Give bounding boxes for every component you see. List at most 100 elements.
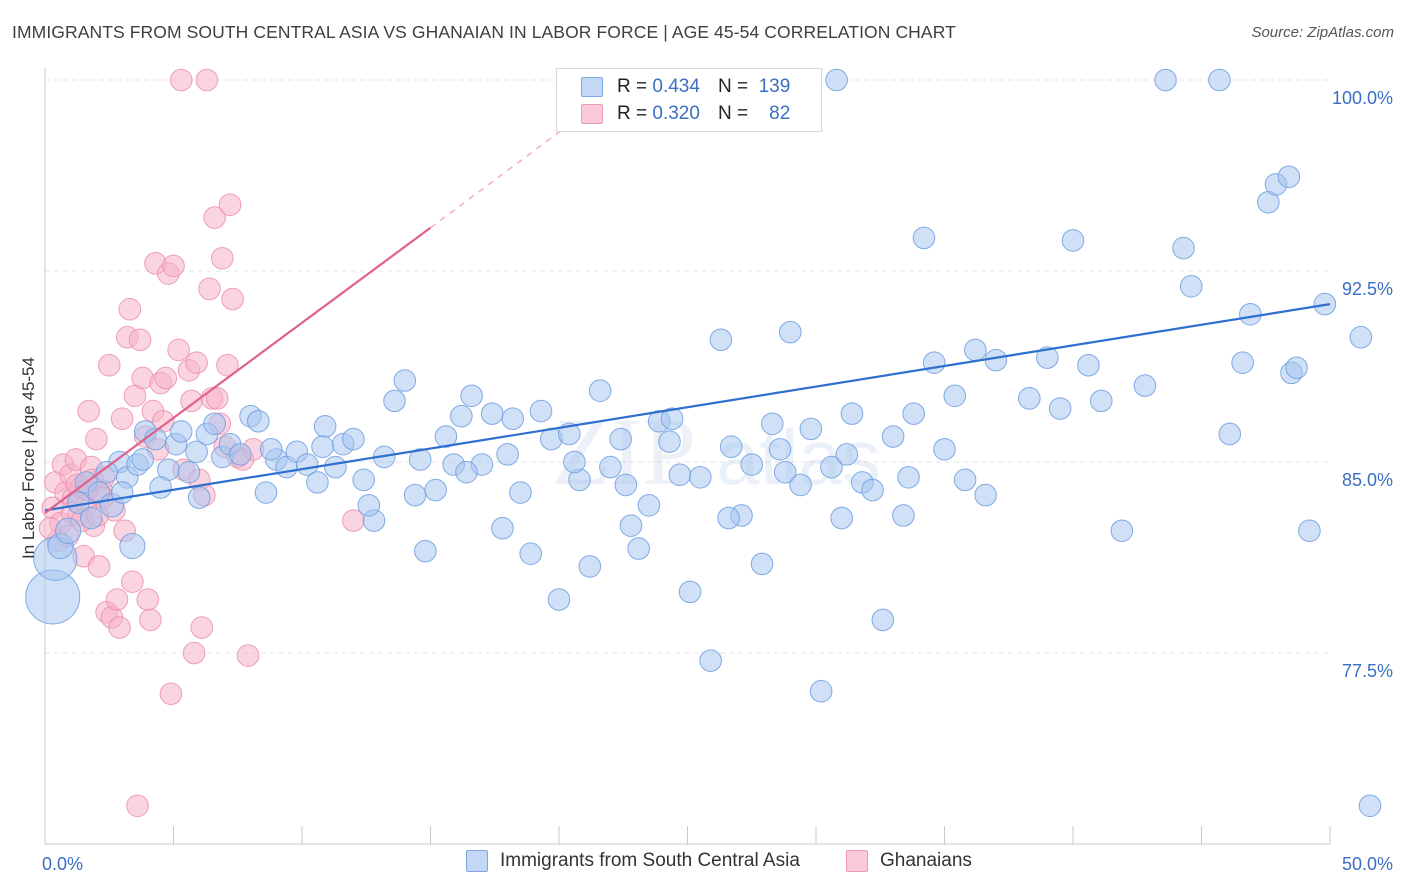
south-central-asia-point [835, 443, 859, 466]
south-central-asia-point [403, 483, 427, 507]
south-central-asia-point [324, 455, 347, 479]
correlation-legend: R = 0.434 N = 139 R = 0.320 N = 82 [556, 68, 822, 132]
series-legend-pink: Ghanaians [846, 850, 972, 872]
south-central-asia-point [588, 379, 612, 402]
x-tick-label: 0.0% [42, 854, 83, 874]
y-tick-label: 92.5% [1342, 279, 1393, 299]
south-central-asia-point [119, 532, 146, 560]
ghanaian-point [198, 277, 221, 301]
south-central-asia-point [424, 478, 447, 502]
legend-row-blue: R = 0.434 N = 139 [581, 73, 790, 101]
south-central-asia-point [658, 430, 681, 453]
tick-labels: 77.5% 85.0% 92.5% 100.0% 0.0% 50.0% [42, 88, 1393, 874]
south-central-asia-point [881, 425, 905, 448]
south-central-asia-point [830, 506, 854, 530]
ghanaian-point [167, 338, 190, 362]
series-legend-blue: Immigrants from South Central Asia [466, 850, 800, 872]
south-central-asia-point [1277, 165, 1301, 189]
ghanaian-point [128, 328, 152, 352]
legend-n-label: N = [717, 76, 749, 97]
south-central-asia-point [434, 425, 458, 448]
south-central-asia-point [131, 448, 154, 471]
legend-swatch-pink [581, 104, 603, 124]
series-name-pink: Ghanaians [880, 850, 972, 871]
south-central-asia-point [1018, 387, 1041, 410]
south-central-asia-point [1036, 346, 1059, 369]
series-name-blue: Immigrants from South Central Asia [500, 850, 800, 871]
ghanaian-point [185, 351, 208, 374]
south-central-asia-point [1061, 229, 1085, 252]
ghanaian-point [136, 588, 160, 611]
ghanaian-point [110, 407, 134, 431]
south-central-asia-point [408, 448, 432, 471]
ghanaian-point [139, 608, 162, 632]
south-central-asia-point [55, 517, 82, 544]
south-central-asia-point [943, 384, 967, 408]
y-tick-label: 100.0% [1332, 88, 1393, 108]
axes [44, 68, 1331, 845]
south-central-asia-point [1349, 325, 1373, 349]
south-central-asia-point [892, 504, 915, 527]
south-central-asia-point [660, 407, 684, 431]
south-central-asia-point [460, 384, 483, 408]
south-central-asia-point [311, 435, 334, 459]
ghanaian-point [97, 353, 121, 377]
south-central-asia-point [1298, 519, 1321, 543]
ghanaian-point [159, 682, 183, 706]
south-central-asia-point [383, 389, 406, 413]
south-central-asia-point [809, 679, 833, 703]
south-central-asia-point [779, 320, 802, 344]
south-central-asia-point [861, 478, 884, 502]
legend-n-value: 82 [769, 103, 791, 124]
south-central-asia-point [627, 537, 650, 560]
ghanaian-point [87, 555, 111, 578]
south-central-asia-point [825, 68, 848, 92]
legend-n-value: 139 [758, 76, 791, 97]
series-swatch-blue [466, 850, 488, 872]
south-central-asia-point [414, 539, 437, 563]
south-central-asia-point [840, 402, 864, 425]
watermark: ZIP atlas [552, 398, 881, 505]
south-central-asia-point [501, 407, 525, 431]
south-central-asia-point [922, 351, 946, 374]
south-central-asia-point [450, 404, 473, 428]
legend-n-label: N = [717, 103, 749, 124]
south-central-asia-point [902, 402, 925, 425]
south-central-asia-point [1077, 353, 1100, 377]
ghanaian-point [169, 68, 193, 92]
south-central-asia-point [1154, 68, 1177, 92]
south-central-asia-point [717, 506, 740, 530]
south-central-asia-point [740, 453, 764, 476]
south-central-asia-point [563, 450, 586, 474]
south-central-asia-point [1179, 274, 1203, 298]
south-central-asia-point [1239, 302, 1262, 326]
south-central-asia-point [247, 409, 270, 433]
south-central-asia-point [306, 471, 329, 494]
south-central-asia-point [519, 542, 543, 565]
ghanaian-point [221, 287, 244, 311]
ghanaian-point [118, 297, 142, 321]
south-central-asia-point [599, 455, 622, 479]
south-central-asia-point [761, 412, 784, 436]
ghanaian-point [203, 206, 226, 229]
ghanaian-point [108, 616, 131, 639]
south-central-asia-point [1048, 397, 1072, 420]
south-central-asia-point [254, 481, 278, 504]
south-central-asia-point [699, 649, 722, 672]
y-tick-label: 77.5% [1342, 661, 1393, 681]
south-central-asia-point [609, 427, 632, 451]
south-central-asia-point [719, 435, 743, 459]
south-central-asia-point [79, 506, 103, 530]
south-central-asia-point [637, 493, 661, 517]
south-central-asia-point [357, 493, 381, 517]
south-central-asia-point [897, 465, 920, 489]
series-swatch-pink [846, 850, 868, 872]
y-tick-label: 85.0% [1342, 470, 1393, 490]
south-central-asia-point [1218, 422, 1242, 446]
ghanaian-point [126, 794, 149, 818]
trend-lines [44, 112, 1331, 514]
south-central-asia-point [678, 580, 702, 604]
pink-trend-extension [430, 112, 586, 229]
south-central-asia-point [668, 463, 692, 487]
